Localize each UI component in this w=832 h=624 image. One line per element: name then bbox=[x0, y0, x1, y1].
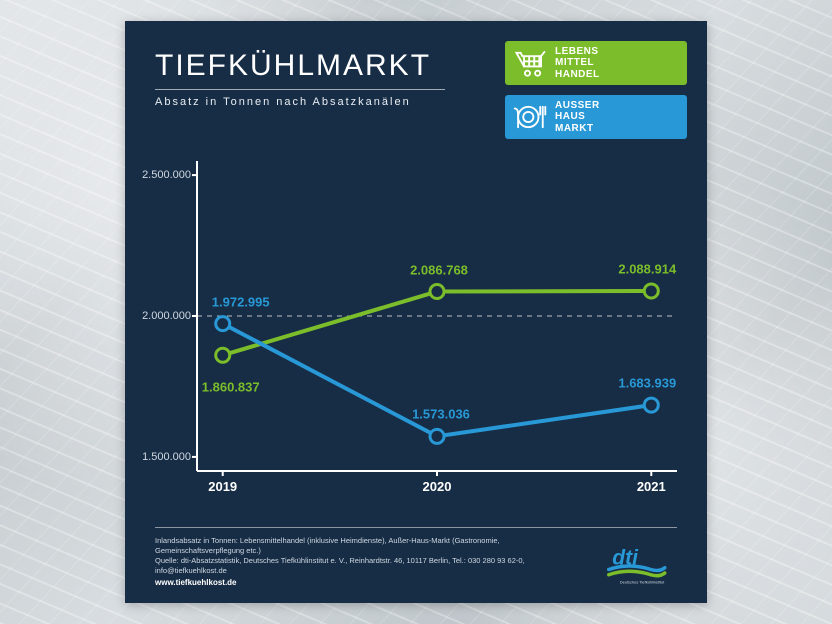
footer-url: www.tiefkuehlkost.de bbox=[155, 578, 677, 587]
y-tick-label: 2.500.000 bbox=[142, 169, 197, 181]
data-label: 2.086.768 bbox=[410, 262, 468, 277]
data-label: 2.088.914 bbox=[618, 261, 676, 276]
x-tick-label: 2021 bbox=[637, 471, 666, 494]
data-label: 1.573.036 bbox=[412, 407, 470, 422]
legend-item-foodservice: AUSSER HAUS MARKT bbox=[505, 95, 687, 139]
legend-item-retail: LEBENS MITTEL HANDEL bbox=[505, 41, 687, 85]
legend: LEBENS MITTEL HANDEL AUSSER HAUS MARKT bbox=[505, 41, 687, 149]
dti-logo: dti Deutsches Tiefkühlinstitut bbox=[607, 545, 677, 585]
footer-line2: Quelle: dti-Absatzstatistik, Deutsches T… bbox=[155, 556, 575, 576]
infographic-panel: TIEFKÜHLMARKT Absatz in Tonnen nach Absa… bbox=[125, 21, 707, 603]
data-label: 1.972.995 bbox=[212, 294, 270, 309]
x-tick-label: 2020 bbox=[423, 471, 452, 494]
svg-text:Deutsches Tiefkühlinstitut: Deutsches Tiefkühlinstitut bbox=[620, 580, 665, 585]
legend-label-retail: LEBENS MITTEL HANDEL bbox=[555, 46, 600, 81]
footer: Inlandsabsatz in Tonnen: Lebensmittelhan… bbox=[155, 527, 677, 588]
data-label: 1.860.837 bbox=[202, 380, 260, 395]
y-tick-label: 2.000.000 bbox=[142, 310, 197, 322]
data-label: 1.683.939 bbox=[618, 376, 676, 391]
chart-area: 1.500.0002.000.0002.500.0002019202020211… bbox=[197, 161, 677, 471]
footer-rule bbox=[155, 527, 677, 528]
x-tick-label: 2019 bbox=[208, 471, 237, 494]
footer-line1: Inlandsabsatz in Tonnen: Lebensmittelhan… bbox=[155, 536, 575, 556]
plate-icon bbox=[513, 100, 547, 134]
chart-svg bbox=[197, 161, 677, 471]
title-rule bbox=[155, 89, 445, 90]
cart-icon bbox=[513, 46, 547, 80]
y-tick-label: 1.500.000 bbox=[142, 451, 197, 463]
legend-label-foodservice: AUSSER HAUS MARKT bbox=[555, 100, 600, 135]
